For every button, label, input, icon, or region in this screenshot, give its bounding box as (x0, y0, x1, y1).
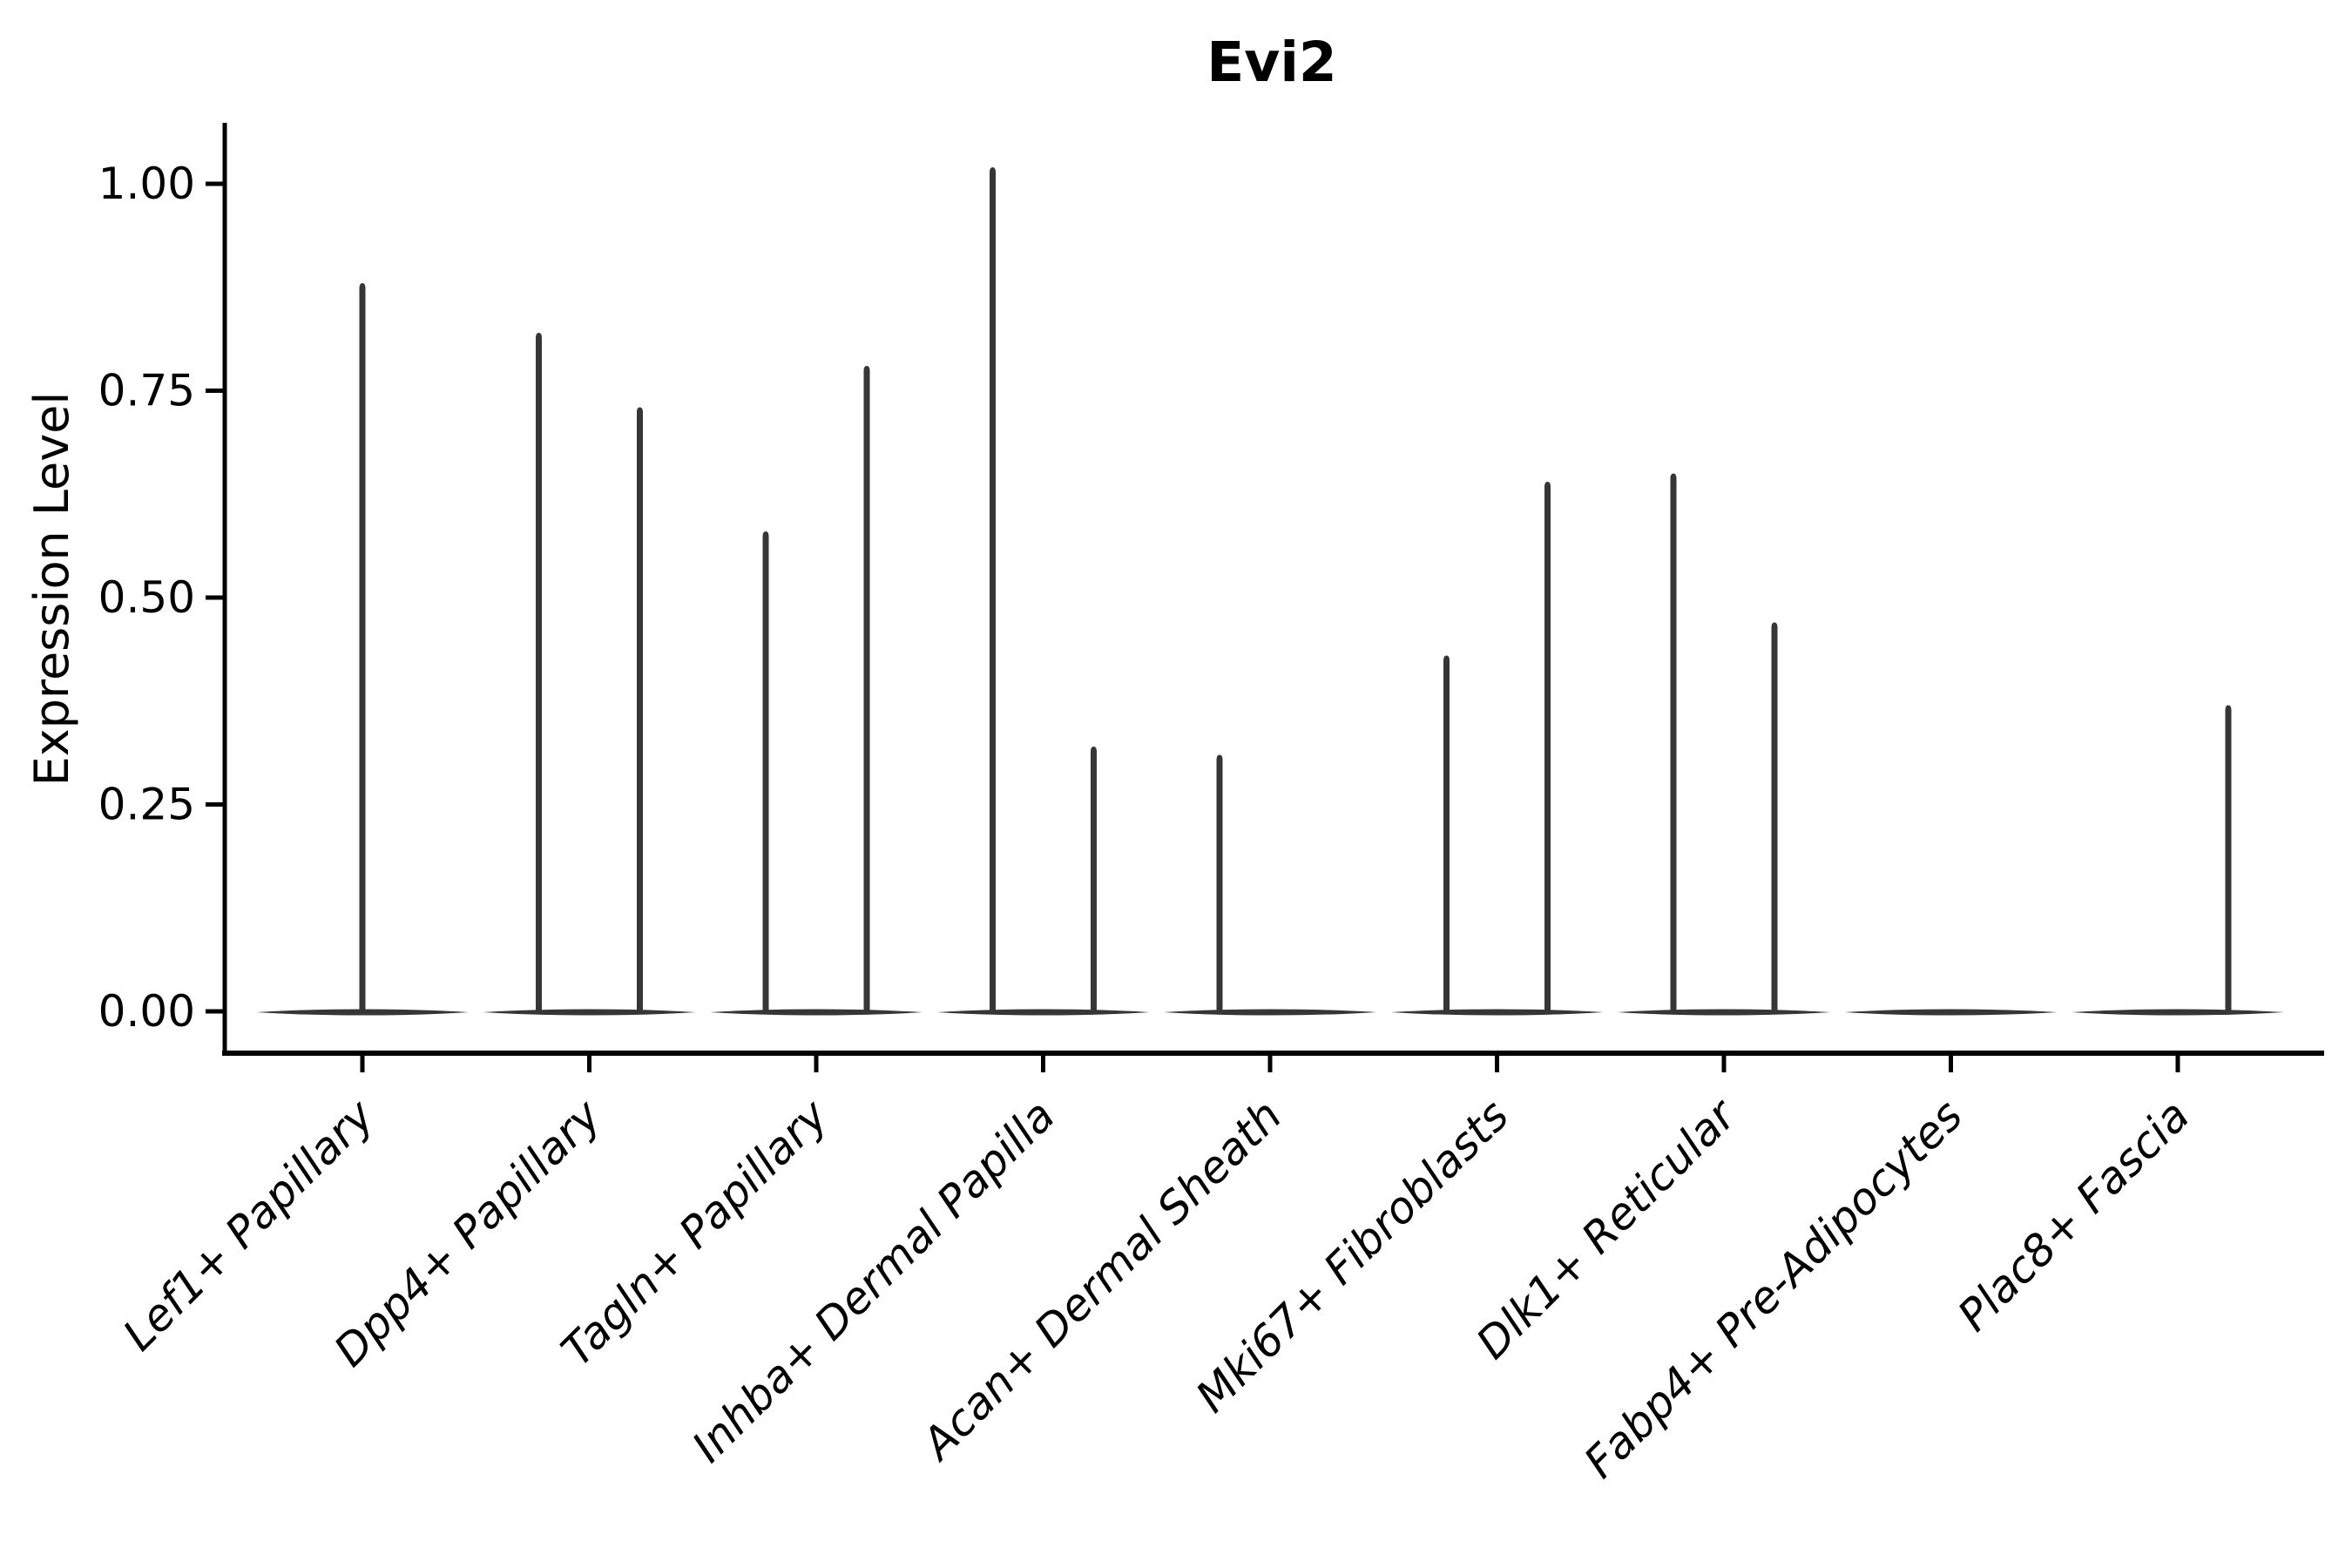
violin-spike (2225, 705, 2232, 1014)
violin-spike (1443, 655, 1450, 1014)
violin-base (1618, 1009, 1830, 1016)
violin-base (710, 1009, 923, 1016)
violin-base (2072, 1009, 2284, 1016)
violin-spike (863, 366, 870, 1014)
x-tick-label: Lef1+ Papillary (113, 1089, 384, 1360)
chart-title: Evi2 (1206, 30, 1337, 94)
y-tick-label: 0.25 (98, 780, 195, 830)
violin-spike (762, 531, 769, 1014)
violin-spike (1091, 747, 1097, 1014)
violin-base (1390, 1009, 1604, 1016)
violin-base (936, 1009, 1150, 1016)
violin-spike (359, 283, 366, 1014)
x-tick-label: Fabp4+ Pre-Adipocytes (1574, 1090, 1972, 1488)
y-axis-ticks: 0.00 0.25 0.50 0.75 1.00 (98, 159, 224, 1037)
y-axis-label: Expression Level (24, 392, 79, 787)
violin-spike (1771, 622, 1778, 1014)
y-tick-label: 0.75 (98, 366, 195, 416)
violin-base (1844, 1009, 2058, 1016)
x-tick-label: Inhba+ Dermal Papilla (683, 1090, 1064, 1471)
violin-spike (1544, 482, 1551, 1014)
violin-spike (536, 333, 542, 1014)
violins-layer (256, 167, 2284, 1016)
x-tick-label: Acan+ Dermal Sheath (911, 1090, 1292, 1470)
y-tick-label: 1.00 (98, 159, 195, 209)
violin-spike (1216, 754, 1223, 1014)
y-tick-label: 0.50 (98, 572, 195, 623)
violin-spike (990, 167, 996, 1014)
violin-base (1164, 1009, 1376, 1016)
y-tick-label: 0.00 (98, 986, 195, 1037)
violin-spike (637, 407, 643, 1014)
x-tick-label: Plac8+ Fascia (1949, 1090, 2200, 1341)
violin-base (483, 1009, 696, 1016)
violin-spike (1670, 473, 1677, 1014)
